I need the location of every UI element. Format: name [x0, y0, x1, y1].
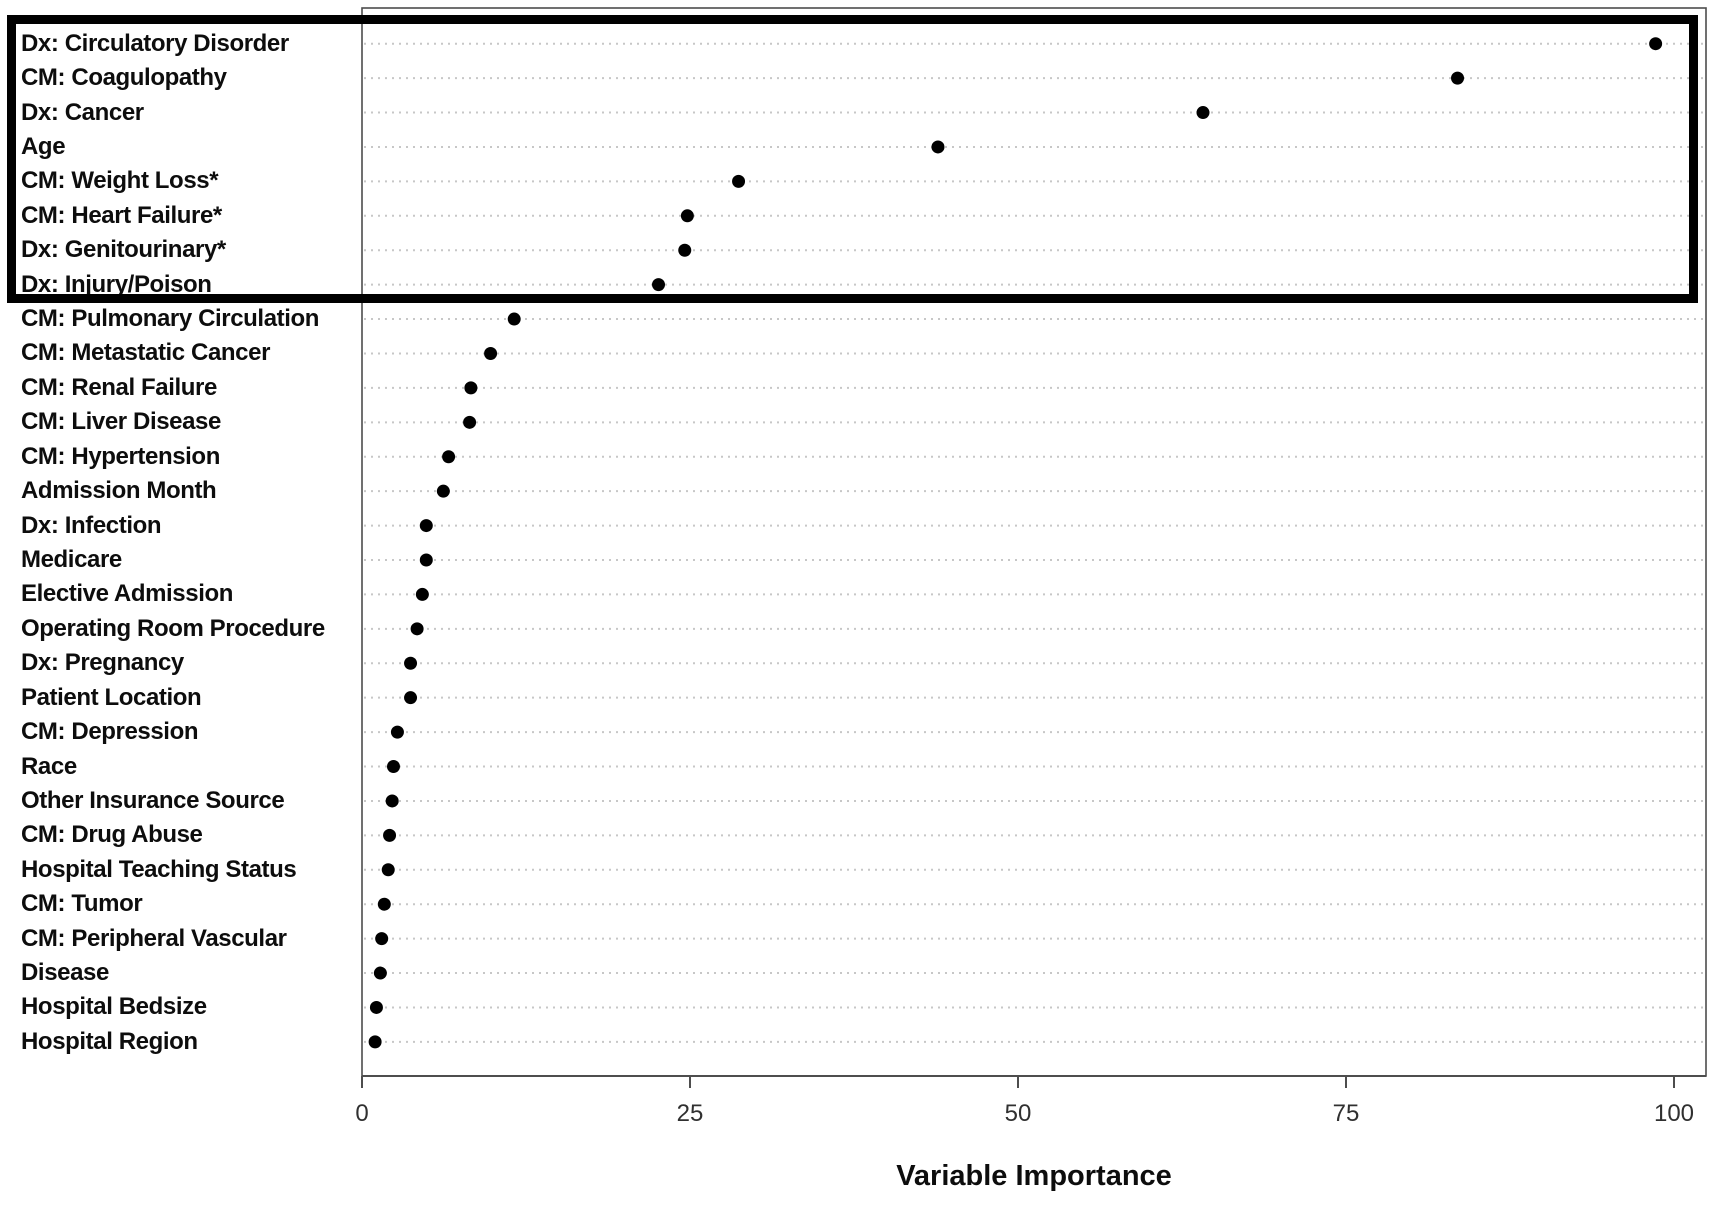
data-point-dot	[383, 828, 397, 842]
plot-panel-border	[361, 7, 1707, 1077]
category-label: Admission Month	[21, 477, 217, 505]
x-axis-title: Variable Importance	[896, 1160, 1172, 1192]
data-point-dot	[390, 725, 404, 739]
category-label: CM: Coagulopathy	[21, 64, 227, 92]
data-point-dot	[419, 519, 433, 533]
data-point-dot	[386, 760, 400, 774]
data-point-dot	[680, 209, 694, 223]
category-label: Dx: Circulatory Disorder	[21, 29, 289, 57]
data-point-dot	[463, 415, 477, 429]
data-point-dot	[931, 140, 945, 154]
category-label: Medicare	[21, 546, 122, 573]
category-label: CM: Heart Failure*	[21, 201, 222, 229]
x-axis-tick-label: 25	[676, 1100, 704, 1127]
category-label: CM: Metastatic Cancer	[21, 339, 271, 367]
category-label: CM: Drug Abuse	[21, 821, 203, 849]
category-label: Dx: Cancer	[21, 98, 144, 126]
x-axis-tick-label: 50	[1004, 1100, 1032, 1127]
data-point-dot	[381, 863, 395, 877]
data-point-dot	[732, 174, 746, 188]
data-point-dot	[385, 794, 399, 808]
data-point-dot	[404, 691, 418, 705]
data-point-dot	[377, 897, 391, 911]
data-point-dot	[404, 656, 418, 670]
data-point-dot	[375, 932, 389, 946]
category-label: Hospital Teaching Status	[21, 855, 297, 883]
category-label: Dx: Injury/Poison	[21, 270, 212, 298]
data-point-dot	[419, 553, 433, 567]
data-point-dot	[1451, 71, 1465, 85]
category-label: Race	[21, 752, 77, 780]
data-point-dot	[678, 243, 692, 257]
category-label: CM: Renal Failure	[21, 373, 217, 401]
category-label: Elective Admission	[21, 580, 233, 608]
data-point-dot	[652, 278, 666, 292]
category-label: Operating Room Procedure	[21, 614, 325, 642]
y-axis-category-labels: Dx: Circulatory Disorder CM: Coagulopathy…	[0, 0, 360, 1100]
data-point-dot	[464, 381, 478, 395]
category-label: CM: Pulmonary Circulation	[21, 305, 320, 333]
data-point-dot	[442, 450, 456, 464]
category-label: Dx: Genitourinary*	[21, 236, 226, 264]
category-label: CM: Weight Loss*	[21, 167, 219, 195]
data-point-dot	[1196, 106, 1210, 120]
data-point-dot	[436, 484, 450, 498]
data-point-dot	[1649, 37, 1663, 51]
data-point-dot	[484, 346, 498, 360]
data-point-dot	[410, 622, 424, 636]
x-axis-tick-label: 0	[355, 1100, 369, 1127]
category-label: Hospital Bedsize	[21, 993, 207, 1021]
category-label: Patient Location	[21, 683, 202, 711]
data-point-dot	[415, 587, 429, 601]
category-label: CM: Hypertension	[21, 442, 220, 470]
x-axis-tick-label: 75	[1332, 1100, 1360, 1127]
data-point-dot	[507, 312, 521, 326]
category-label: CM: Tumor	[21, 890, 143, 918]
category-label: CM: Liver Disease	[21, 408, 221, 436]
category-label: Hospital Region	[21, 1027, 198, 1055]
data-point-dot	[368, 1035, 382, 1049]
x-axis-tick-label: 100	[1653, 1100, 1695, 1127]
data-point-dot	[373, 966, 387, 980]
category-label: Age	[21, 132, 66, 160]
category-label: Other Insurance Source	[21, 786, 285, 814]
category-label: Dx: Pregnancy	[21, 649, 184, 677]
category-label: Disease	[21, 959, 109, 987]
data-point-dot	[369, 1000, 383, 1014]
category-label: CM: Peripheral Vascular	[21, 924, 287, 952]
category-label: Dx: Infection	[21, 511, 162, 539]
category-label: CM: Depression	[21, 718, 199, 746]
